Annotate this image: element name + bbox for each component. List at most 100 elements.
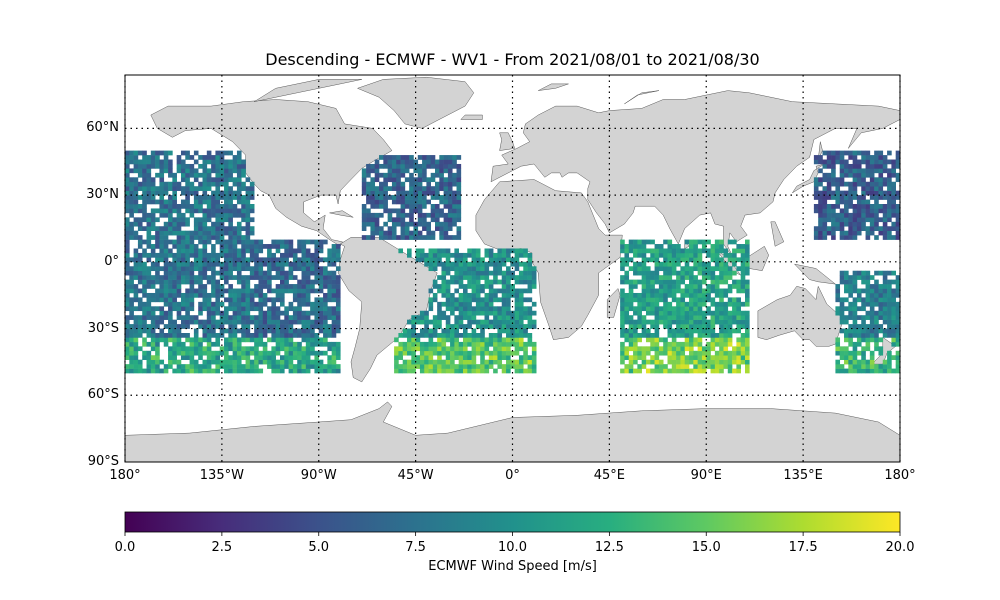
wind-cell	[163, 181, 169, 187]
wind-cell	[366, 163, 371, 169]
wind-cell	[288, 324, 294, 329]
wind-cell	[142, 341, 147, 347]
wind-cell	[732, 319, 737, 325]
wind-cell	[419, 257, 425, 263]
wind-cell	[527, 252, 533, 258]
wind-cell	[865, 163, 871, 169]
wind-cell	[852, 333, 858, 338]
wind-cell	[206, 368, 212, 374]
wind-cell	[396, 186, 401, 191]
wind-cell	[450, 337, 455, 343]
wind-cell	[839, 355, 845, 360]
wind-cell	[861, 301, 866, 307]
wind-cell	[506, 284, 511, 289]
wind-cell	[206, 337, 212, 343]
wind-cell	[437, 319, 442, 325]
wind-cell	[419, 355, 425, 360]
wind-cell	[254, 368, 259, 374]
wind-cell	[719, 292, 724, 298]
wind-cell	[198, 239, 203, 245]
wind-cell	[193, 341, 199, 347]
wind-cell	[417, 186, 423, 191]
wind-cell	[189, 279, 195, 285]
wind-cell	[267, 364, 272, 369]
wind-cell	[835, 159, 841, 165]
wind-cell	[142, 177, 147, 183]
wind-cell	[245, 266, 251, 272]
wind-cell	[391, 221, 397, 227]
wind-cell	[411, 328, 416, 334]
wind-cell	[297, 328, 302, 334]
wind-cell	[456, 226, 462, 231]
wind-cell	[323, 306, 328, 312]
wind-cell	[637, 270, 642, 276]
wind-cell	[327, 324, 332, 329]
wind-cell	[241, 159, 246, 165]
wind-cell	[241, 364, 246, 369]
wind-cell	[710, 275, 716, 280]
wind-cell	[882, 364, 888, 369]
wind-cell	[275, 248, 281, 254]
wind-cell	[288, 284, 294, 289]
wind-cell	[236, 279, 242, 285]
wind-cell	[506, 368, 511, 374]
wind-cell	[125, 150, 130, 156]
wind-cell	[185, 306, 190, 312]
wind-cell	[275, 257, 281, 263]
wind-cell	[861, 226, 866, 231]
wind-cell	[501, 261, 507, 267]
wind-cell	[211, 275, 216, 280]
wind-cell	[407, 337, 412, 343]
wind-cell	[249, 275, 255, 280]
wind-cell	[895, 284, 901, 289]
wind-cell	[301, 319, 307, 325]
wind-cell	[445, 288, 451, 294]
wind-cell	[142, 350, 147, 356]
wind-cell	[835, 341, 841, 347]
wind-cell	[527, 355, 533, 360]
wind-cell	[125, 341, 130, 347]
wind-cell	[895, 172, 901, 178]
wind-cell	[852, 235, 858, 240]
wind-cell	[852, 270, 858, 276]
wind-cell	[228, 301, 233, 307]
wind-cell	[224, 248, 229, 254]
wind-cell	[732, 328, 737, 334]
wind-cell	[284, 284, 289, 289]
wind-cell	[861, 150, 866, 156]
wind-cell	[878, 270, 884, 276]
wind-cell	[189, 248, 195, 254]
wind-cell	[658, 359, 664, 365]
wind-cell	[411, 350, 416, 356]
wind-cell	[258, 284, 264, 289]
wind-cell	[146, 181, 152, 187]
wind-cell	[133, 204, 139, 209]
wind-cell	[895, 235, 901, 240]
wind-cell	[714, 333, 720, 338]
wind-cell	[424, 261, 429, 267]
wind-cell	[211, 292, 216, 298]
wind-cell	[236, 337, 242, 343]
wind-cell	[331, 275, 337, 280]
wind-cell	[689, 368, 694, 374]
wind-cell	[202, 306, 208, 312]
wind-cell	[168, 163, 173, 169]
wind-cell	[874, 346, 879, 352]
wind-cell	[437, 355, 442, 360]
wind-cell	[848, 172, 853, 178]
wind-cell	[172, 292, 177, 298]
wind-cell	[667, 355, 673, 360]
wind-cell	[318, 279, 324, 285]
wind-cell	[159, 257, 165, 263]
wind-cell	[514, 257, 520, 263]
wind-cell	[185, 301, 190, 307]
wind-cell	[232, 204, 238, 209]
wind-cell	[848, 341, 853, 347]
wind-cell	[745, 368, 750, 374]
wind-cell	[697, 319, 703, 325]
wind-cell	[137, 168, 143, 174]
wind-cell	[185, 346, 190, 352]
wind-cell	[663, 324, 668, 329]
wind-cell	[693, 257, 698, 263]
wind-cell	[417, 230, 423, 236]
